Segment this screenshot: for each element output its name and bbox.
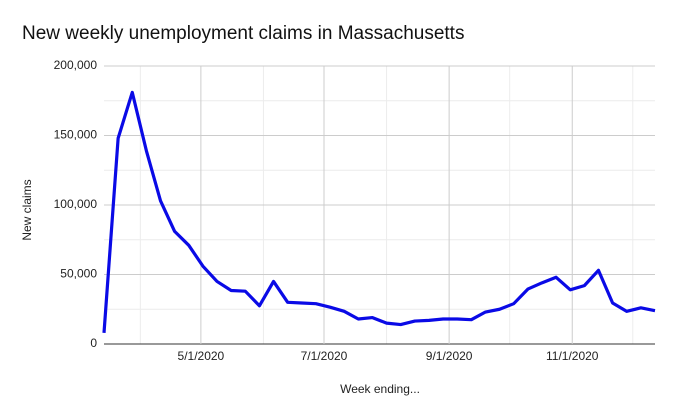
x-tick-label: 11/1/2020 (546, 349, 599, 363)
line-series (102, 90, 656, 333)
y-tick-label: 150,000 (54, 128, 98, 142)
x-tick-label: 5/1/2020 (178, 349, 225, 363)
y-tick-label: 0 (90, 336, 97, 350)
chart-title: New weekly unemployment claims in Massac… (22, 23, 464, 44)
x-axis-label: Week ending... (340, 382, 420, 396)
y-tick-label: 200,000 (54, 58, 98, 72)
x-tick-label: 9/1/2020 (426, 349, 473, 363)
y-tick-label: 100,000 (54, 197, 98, 211)
y-tick-label: 50,000 (60, 267, 97, 281)
y-axis-label: New claims (20, 179, 34, 240)
x-tick-label: 7/1/2020 (301, 349, 348, 363)
